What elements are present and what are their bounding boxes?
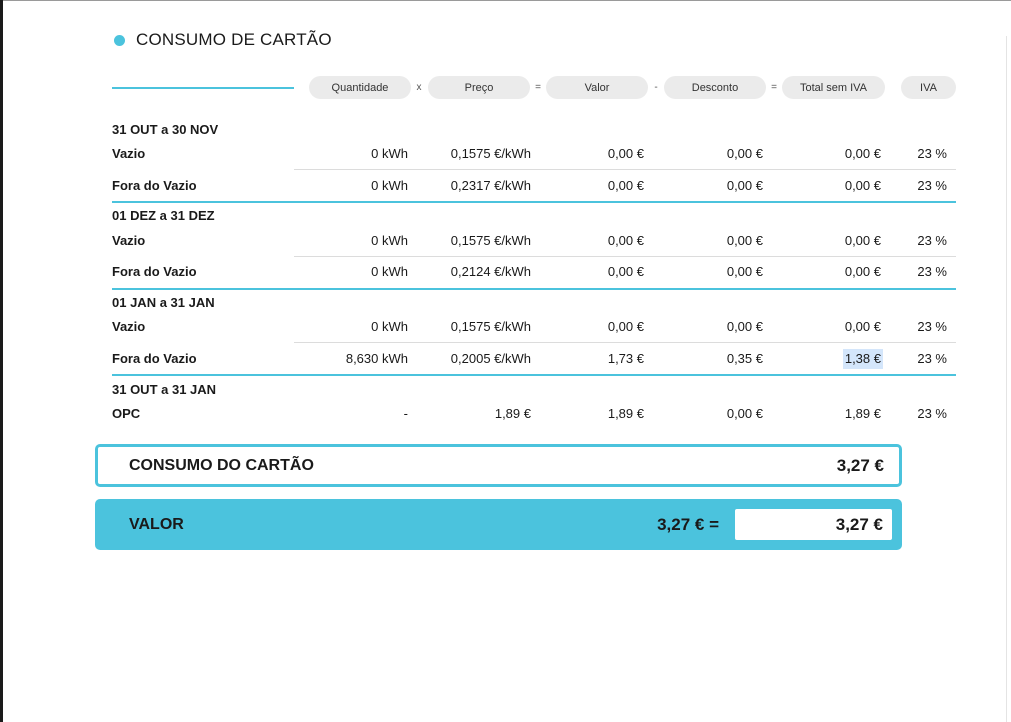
cell-desconto: 0,00 € <box>726 178 763 193</box>
header-operator-equals: = <box>535 82 541 93</box>
header-preco: Preço <box>428 76 530 99</box>
table-row: Fora do Vazio 8,630 kWh 0,2005 €/kWh 1,7… <box>0 349 1011 369</box>
period-separator <box>112 288 956 290</box>
cell-valor: 0,00 € <box>607 233 644 248</box>
header-quantidade: Quantidade <box>309 76 411 99</box>
period-label: 01 DEZ a 31 DEZ <box>112 208 215 223</box>
cell-total: 0,00 € <box>844 264 881 279</box>
cell-desconto: 0,00 € <box>726 233 763 248</box>
period-separator <box>112 201 956 203</box>
row-label: Fora do Vazio <box>112 178 197 193</box>
table-row: Fora do Vazio 0 kWh 0,2124 €/kWh 0,00 € … <box>0 262 1011 282</box>
cell-total: 0,00 € <box>844 233 881 248</box>
table-row: Fora do Vazio 0 kWh 0,2317 €/kWh 0,00 € … <box>0 176 1011 196</box>
cell-preco: 0,1575 €/kWh <box>450 319 531 334</box>
row-label: Vazio <box>112 233 146 248</box>
cell-iva: 23 % <box>917 351 947 366</box>
cell-iva: 23 % <box>917 319 947 334</box>
period-label: 31 OUT a 31 JAN <box>112 382 217 397</box>
header-operator-minus: - <box>654 82 658 93</box>
consumo-total-label: CONSUMO DO CARTÃO <box>129 457 314 474</box>
header-iva: IVA <box>901 76 956 99</box>
page-top-border <box>0 0 1011 1</box>
header-accent-line <box>112 87 294 89</box>
row-separator <box>294 256 956 257</box>
table-row: Vazio 0 kWh 0,1575 €/kWh 0,00 € 0,00 € 0… <box>0 231 1011 251</box>
section-title-text: CONSUMO DE CARTÃO <box>136 30 332 49</box>
page-left-border <box>0 0 3 722</box>
cell-preco: 0,1575 €/kWh <box>450 146 531 161</box>
table-row: Vazio 0 kWh 0,1575 €/kWh 0,00 € 0,00 € 0… <box>0 144 1011 164</box>
cell-quantidade: 0 kWh <box>371 146 408 161</box>
row-label: Fora do Vazio <box>112 264 197 279</box>
table-row: OPC - 1,89 € 1,89 € 0,00 € 1,89 € 23 % <box>0 404 1011 424</box>
cell-quantidade: 0 kWh <box>371 319 408 334</box>
cell-valor: 0,00 € <box>607 264 644 279</box>
period-separator <box>112 374 956 376</box>
valor-total-box: VALOR 3,27 € = 3,27 € <box>95 499 902 550</box>
row-label: Vazio <box>112 146 146 161</box>
period-label: 31 OUT a 30 NOV <box>112 122 219 137</box>
cell-total: 0,00 € <box>844 146 881 161</box>
cell-total: 0,00 € <box>844 319 881 334</box>
page-right-border <box>1006 36 1007 722</box>
cell-quantidade: 0 kWh <box>371 178 408 193</box>
cell-preco: 0,1575 €/kWh <box>450 233 531 248</box>
cell-total: 0,00 € <box>844 178 881 193</box>
cell-valor: 0,00 € <box>607 319 644 334</box>
cell-desconto: 0,00 € <box>726 146 763 161</box>
cell-desconto: 0,00 € <box>726 319 763 334</box>
period-label: 01 JAN a 31 JAN <box>112 295 215 310</box>
cell-valor: 0,00 € <box>607 178 644 193</box>
cell-preco: 0,2317 €/kWh <box>450 178 531 193</box>
cell-valor: 1,73 € <box>607 351 644 366</box>
valor-result-field: 3,27 € <box>735 509 892 540</box>
cell-preco: 1,89 € <box>494 406 531 421</box>
row-label: Fora do Vazio <box>112 351 197 366</box>
header-valor: Valor <box>546 76 648 99</box>
cell-desconto: 0,00 € <box>726 406 763 421</box>
cell-total: 1,89 € <box>844 406 881 421</box>
cell-valor: 1,89 € <box>607 406 644 421</box>
cell-preco: 0,2005 €/kWh <box>450 351 531 366</box>
cell-total-highlighted[interactable]: 1,38 € <box>842 349 883 369</box>
cell-valor: 0,00 € <box>607 146 644 161</box>
valor-total-label: VALOR <box>129 516 184 533</box>
section-title: CONSUMO DE CARTÃO <box>114 30 332 50</box>
cell-iva: 23 % <box>917 406 947 421</box>
cell-quantidade: - <box>403 406 408 421</box>
consumo-total-value: 3,27 € <box>836 456 884 475</box>
row-label: OPC <box>112 406 141 421</box>
cell-desconto: 0,35 € <box>726 351 763 366</box>
header-operator-multiply: x <box>416 82 422 93</box>
header-total-sem-iva: Total sem IVA <box>782 76 885 99</box>
valor-result-value: 3,27 € <box>835 515 883 534</box>
cell-iva: 23 % <box>917 146 947 161</box>
row-separator <box>294 169 956 170</box>
header-operator-equals-2: = <box>771 82 777 93</box>
cell-iva: 23 % <box>917 178 947 193</box>
cell-desconto: 0,00 € <box>726 264 763 279</box>
consumo-total-box: CONSUMO DO CARTÃO 3,27 € <box>95 444 902 487</box>
header-desconto: Desconto <box>664 76 766 99</box>
cell-quantidade: 0 kWh <box>371 264 408 279</box>
bullet-dot-icon <box>114 34 125 46</box>
row-separator <box>294 342 956 343</box>
valor-equation: 3,27 € = <box>657 515 719 534</box>
row-label: Vazio <box>112 319 146 334</box>
cell-quantidade: 0 kWh <box>371 233 408 248</box>
cell-iva: 23 % <box>917 233 947 248</box>
cell-iva: 23 % <box>917 264 947 279</box>
table-row: Vazio 0 kWh 0,1575 €/kWh 0,00 € 0,00 € 0… <box>0 317 1011 337</box>
cell-quantidade: 8,630 kWh <box>345 351 408 366</box>
cell-preco: 0,2124 €/kWh <box>450 264 531 279</box>
